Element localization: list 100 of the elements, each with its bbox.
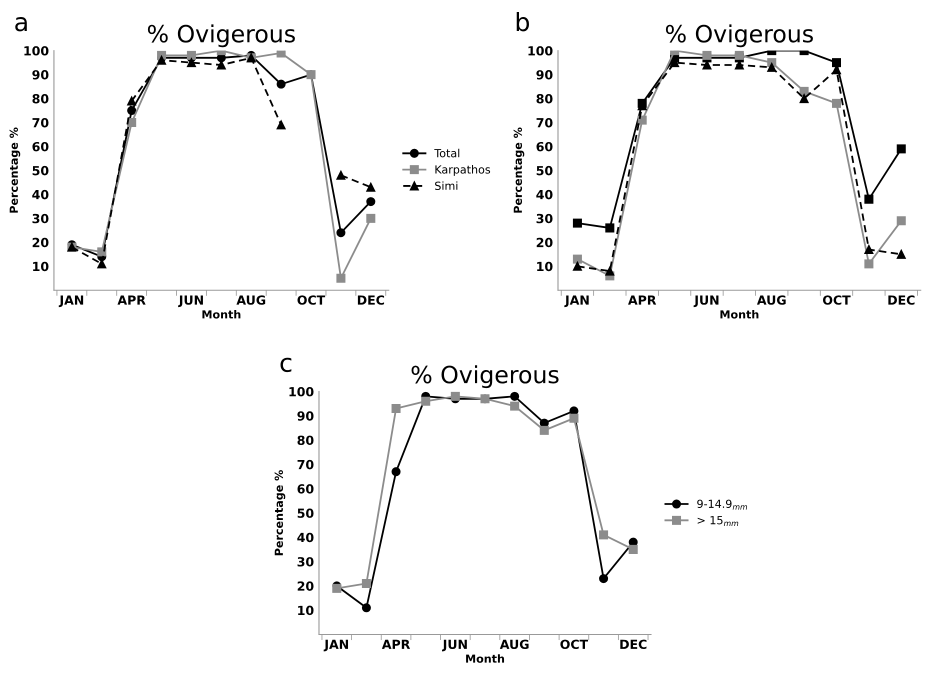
point — [540, 426, 549, 435]
point — [336, 274, 346, 283]
point — [605, 266, 614, 276]
legend-label: > 15$_{mm}$ — [698, 516, 738, 526]
y-tick-label: 20 — [536, 238, 553, 248]
y-tick-label: 80 — [298, 436, 314, 446]
y-tick-label: 20 — [32, 238, 48, 248]
text: a — [15, 17, 27, 32]
point — [510, 402, 520, 411]
point — [864, 194, 874, 204]
point — [832, 98, 842, 108]
point — [276, 80, 286, 89]
x-axis-title: Month — [720, 310, 758, 319]
chart-title: % Ovigerous — [666, 24, 813, 48]
y-tick-label: 60 — [32, 142, 48, 152]
legend-label: Simi — [435, 181, 458, 190]
y-tick-label: 100 — [289, 386, 314, 396]
point — [896, 216, 906, 226]
point — [336, 170, 346, 180]
y-tick-label: 70 — [298, 460, 314, 470]
text: b — [516, 12, 529, 32]
point — [186, 50, 196, 60]
y-tick-label: 90 — [536, 70, 553, 80]
point — [864, 259, 874, 268]
point — [366, 182, 376, 192]
y-tick-label: 30 — [536, 214, 553, 224]
x-tick-label: APR — [117, 295, 146, 305]
point — [276, 120, 286, 130]
x-tick-label: APR — [628, 295, 656, 305]
point — [450, 392, 460, 401]
y-tick-label: 70 — [536, 118, 553, 128]
y-tick-label: 40 — [297, 532, 314, 542]
point — [276, 50, 286, 58]
x-tick-label: DEC — [358, 295, 384, 305]
y-tick-label: 90 — [297, 411, 314, 421]
point — [800, 94, 809, 104]
y-tick-label: 30 — [32, 214, 48, 224]
y-tick-label: 60 — [298, 484, 314, 494]
y-tick-label: 50 — [298, 508, 314, 518]
legend-label: Karpathos — [435, 165, 490, 176]
point — [896, 250, 906, 259]
point — [702, 60, 712, 70]
x-tick-label: APR — [382, 640, 410, 649]
y-tick-label: 10 — [298, 606, 314, 616]
y-tick-label: 30 — [298, 557, 314, 567]
point — [127, 96, 136, 106]
x-tick-label: JAN — [564, 295, 589, 308]
x-tick-label: AUG — [236, 295, 266, 305]
y-tick-label: 20 — [298, 581, 314, 591]
chart-title: % Ovigerous — [412, 365, 559, 388]
point — [599, 530, 608, 540]
x-tick-label: DEC — [620, 640, 646, 650]
point — [572, 262, 582, 271]
y-tick-label: 70 — [32, 118, 48, 128]
x-tick-label: JAN — [58, 295, 84, 308]
point — [332, 584, 342, 593]
point — [186, 58, 196, 68]
x-tick-label: JAN — [324, 640, 348, 652]
point — [392, 404, 401, 414]
x-tick-label: JUN — [694, 295, 718, 308]
point — [734, 60, 744, 70]
x-tick-label: OCT — [297, 295, 326, 305]
point — [157, 56, 166, 65]
point — [510, 392, 520, 401]
point — [628, 544, 638, 554]
x-axis-title: Month — [202, 310, 240, 319]
y-tick-label: 100 — [24, 46, 48, 56]
point — [638, 116, 647, 125]
point — [832, 58, 842, 68]
y-tick-label: 80 — [536, 94, 553, 104]
point — [362, 578, 371, 588]
point — [702, 50, 712, 60]
chart-title: % Ovigerous — [148, 24, 295, 48]
point — [599, 574, 608, 584]
x-axis-title: Month — [466, 654, 504, 663]
y-tick-label: 100 — [528, 46, 553, 56]
y-tick-label: 10 — [33, 262, 48, 272]
point — [366, 197, 376, 206]
legend-label: 9-14.9$_{mm}$ — [697, 500, 748, 510]
point — [421, 396, 430, 406]
y-tick-label: 60 — [536, 142, 553, 152]
x-tick-label: AUG — [500, 640, 529, 650]
point — [366, 214, 376, 223]
x-tick-label: AUG — [756, 295, 786, 305]
x-tick-label: JUN — [442, 640, 467, 652]
x-tick-label: OCT — [560, 640, 588, 650]
point — [392, 467, 401, 476]
legend-label: Total — [434, 148, 460, 158]
point — [896, 144, 906, 154]
text: c — [280, 358, 292, 372]
y-tick-label: 40 — [32, 190, 48, 200]
y-tick-label: 50 — [536, 166, 553, 176]
y-tick-label: 40 — [536, 190, 553, 200]
x-tick-label: DEC — [888, 295, 915, 305]
point — [605, 223, 614, 232]
point — [362, 603, 371, 612]
y-axis-title: Percentage % — [10, 128, 20, 213]
y-tick-label: 80 — [32, 94, 48, 104]
point — [572, 254, 582, 264]
point — [572, 218, 582, 228]
